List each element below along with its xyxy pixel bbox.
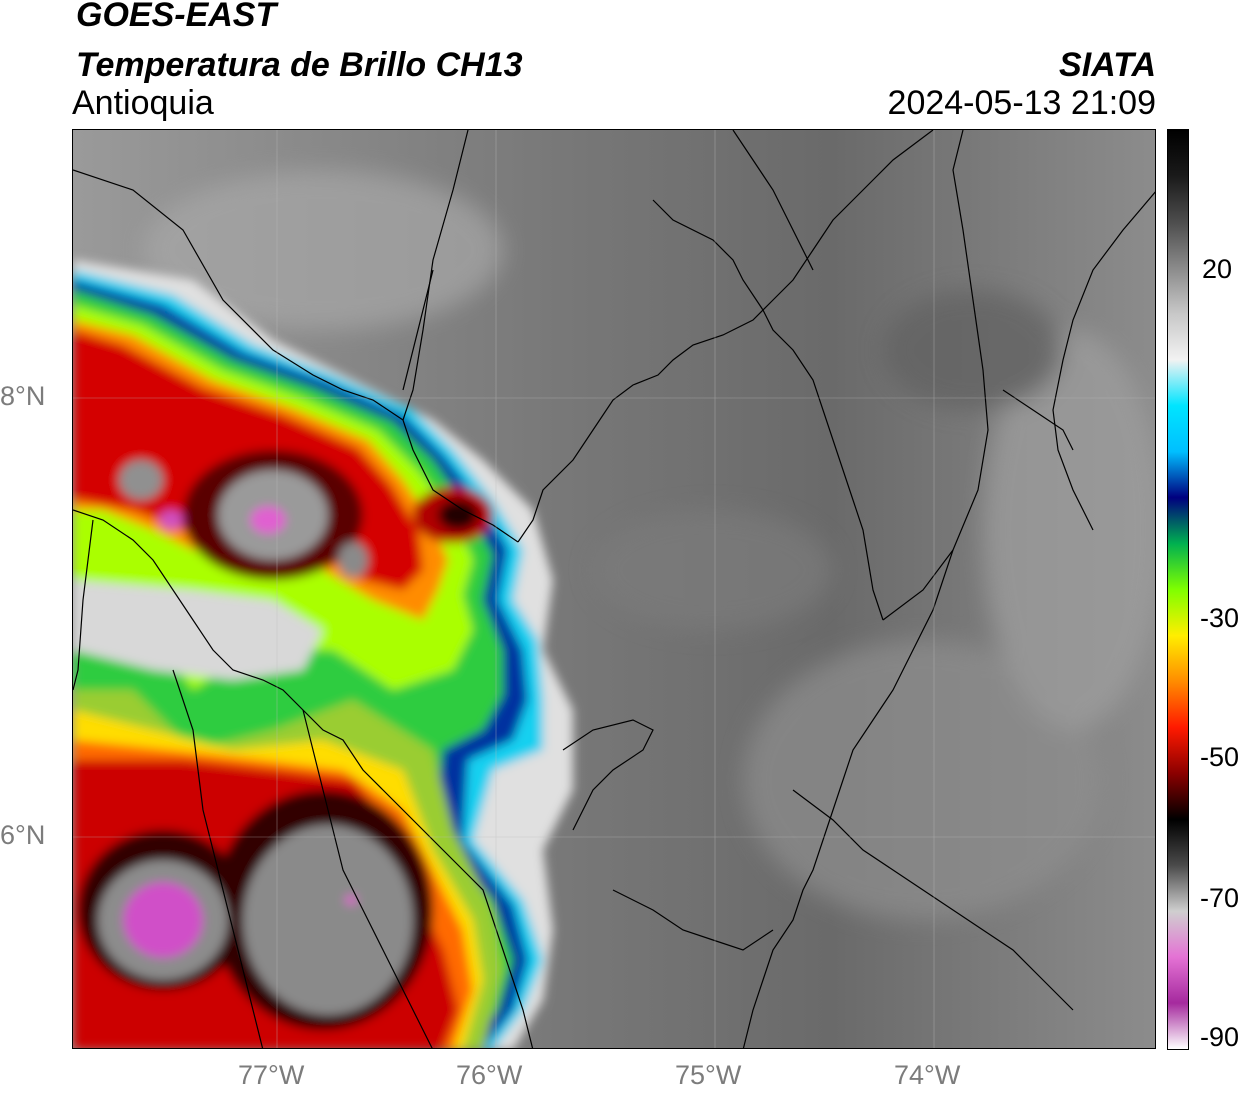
lon-tick-74w: 74°W (894, 1060, 961, 1090)
map-graticule (73, 130, 1155, 1048)
colorbar-tick-minus-30: -30 (1200, 603, 1240, 633)
lon-tick-76w: 76°W (456, 1060, 523, 1090)
colorbar-tick-minus-50: -50 (1200, 742, 1240, 772)
department-borders (73, 130, 1155, 1048)
convective-storm-complex (73, 260, 573, 1048)
lon-tick-77w: 77°W (238, 1060, 305, 1090)
temperature-colorbar (1167, 129, 1189, 1050)
lat-tick-6n: 6°N (0, 820, 46, 850)
lon-tick-75w: 75°W (675, 1060, 742, 1090)
satellite-title: GOES-EAST (76, 0, 277, 34)
product-title: Temperatura de Brillo CH13 (76, 46, 523, 84)
cloud-texture (143, 170, 1155, 920)
organization-label: SIATA (1059, 46, 1156, 84)
colorbar-tick-minus-90: -90 (1200, 1022, 1240, 1052)
colorbar-tick-minus-70: -70 (1200, 883, 1240, 913)
colorbar-tick-20: 20 (1202, 254, 1233, 284)
lat-tick-8n: 8°N (0, 381, 46, 411)
timestamp-label: 2024-05-13 21:09 (887, 84, 1156, 122)
brightness-temperature-map[interactable] (72, 129, 1156, 1049)
region-label: Antioquia (72, 84, 214, 122)
